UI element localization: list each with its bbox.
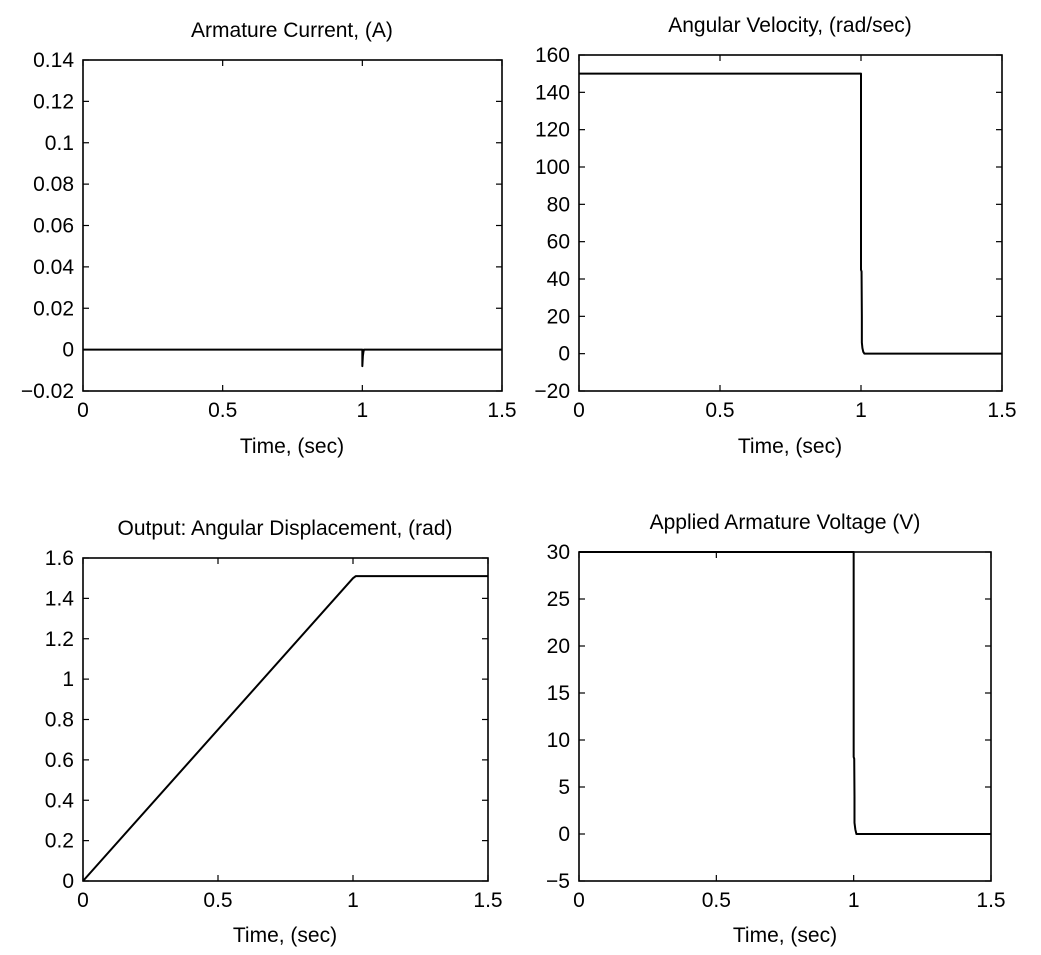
angular-displacement-ytick-label: 1.2 xyxy=(45,628,74,651)
armature-voltage-ytick-label: 25 xyxy=(547,588,570,611)
armature-current-xtick-label: 1 xyxy=(356,399,368,422)
angular-velocity-ytick-label: −20 xyxy=(534,380,570,403)
angular-displacement-ytick-label: 1.6 xyxy=(45,547,74,570)
angular-velocity-xtick-label: 1.5 xyxy=(987,399,1016,422)
angular-velocity-xtick-label: 0.5 xyxy=(705,399,734,422)
armature-current-xtick-label: 1.5 xyxy=(487,399,516,422)
armature-voltage-ytick-label: 15 xyxy=(547,682,570,705)
armature-voltage-ytick-label: 0 xyxy=(558,823,570,846)
armature-current-ytick-label: 0.04 xyxy=(33,256,74,279)
angular-velocity-xlabel: Time, (sec) xyxy=(738,435,842,458)
angular-velocity-xtick-label: 1 xyxy=(855,399,867,422)
angular-displacement-xtick-label: 0.5 xyxy=(203,889,232,912)
angular-displacement-ytick-label: 1.4 xyxy=(45,587,75,610)
armature-current-subplot: Armature Current, (A) Time, (sec) 0 0.5 1 1… xyxy=(21,19,517,458)
armature-voltage-xtick-label: 0.5 xyxy=(702,889,731,912)
angular-displacement-ytick-label: 0.6 xyxy=(45,749,74,772)
armature-voltage-series-line xyxy=(579,551,991,835)
angular-velocity-ytick-label: 60 xyxy=(547,231,570,254)
angular-displacement-axes-box xyxy=(82,557,489,882)
angular-displacement-subplot: Output: Angular Displacement, (rad) Time… xyxy=(45,517,503,947)
armature-current-ytick-label: 0.12 xyxy=(33,90,74,113)
armature-current-ytick-label: 0.14 xyxy=(33,49,74,72)
angular-velocity-ytick-label: 140 xyxy=(535,81,570,104)
armature-current-xlabel: Time, (sec) xyxy=(240,435,344,458)
armature-current-ytick-label: 0.06 xyxy=(33,215,74,238)
armature-current-series-line xyxy=(83,348,502,368)
angular-velocity-ytick-label: 0 xyxy=(558,343,570,366)
angular-displacement-xlabel: Time, (sec) xyxy=(233,924,337,947)
angular-velocity-ytick-label: 20 xyxy=(547,305,570,328)
angular-velocity-ytick-label: 160 xyxy=(535,44,570,67)
armature-voltage-subplot: Applied Armature Voltage (V) Time, (sec)… xyxy=(546,511,1006,947)
armature-current-ytick-label: 0 xyxy=(62,339,74,362)
armature-voltage-ytick-label: 10 xyxy=(547,729,570,752)
angular-velocity-subplot: Angular Velocity, (rad/sec) Time, (sec) … xyxy=(534,14,1016,458)
armature-voltage-ytick-label: 20 xyxy=(547,635,570,658)
angular-displacement-ytick-label: 0 xyxy=(62,870,74,893)
armature-current-axes-box xyxy=(82,59,503,392)
armature-voltage-axes-box xyxy=(578,551,992,882)
angular-displacement-ytick-label: 1 xyxy=(62,668,74,691)
angular-velocity-ytick-label: 80 xyxy=(547,193,570,216)
angular-velocity-axes-box xyxy=(578,54,1003,392)
armature-current-ytick-label: 0.08 xyxy=(33,173,74,196)
armature-current-xtick-label: 0 xyxy=(77,399,89,422)
angular-displacement-xtick-label: 1 xyxy=(347,889,359,912)
angular-velocity-title: Angular Velocity, (rad/sec) xyxy=(668,14,912,37)
armature-voltage-ytick-label: 5 xyxy=(558,776,570,799)
angular-displacement-ytick-label: 0.4 xyxy=(45,789,75,812)
angular-displacement-ytick-label: 0.8 xyxy=(45,709,74,732)
angular-velocity-ytick-label: 100 xyxy=(535,156,570,179)
armature-voltage-xtick-label: 1 xyxy=(848,889,860,912)
angular-displacement-ytick-label: 0.2 xyxy=(45,830,74,853)
angular-displacement-xtick-label: 0 xyxy=(77,889,89,912)
armature-voltage-xtick-label: 1.5 xyxy=(976,889,1005,912)
armature-voltage-xlabel: Time, (sec) xyxy=(733,924,837,947)
armature-current-ytick-label: 0.02 xyxy=(33,297,74,320)
armature-current-ytick-label: 0.1 xyxy=(45,132,74,155)
armature-current-xtick-label: 0.5 xyxy=(208,399,237,422)
armature-current-ytick-label: −0.02 xyxy=(21,380,74,403)
angular-velocity-ytick-label: 40 xyxy=(547,268,570,291)
angular-velocity-ytick-label: 120 xyxy=(535,119,570,142)
armature-current-title: Armature Current, (A) xyxy=(191,19,393,42)
angular-displacement-series-line xyxy=(82,575,488,882)
armature-voltage-ytick-label: 30 xyxy=(547,541,570,564)
angular-displacement-title: Output: Angular Displacement, (rad) xyxy=(118,517,453,540)
armature-voltage-ytick-label: −5 xyxy=(546,870,570,893)
angular-velocity-xtick-label: 0 xyxy=(573,399,585,422)
armature-voltage-xtick-label: 0 xyxy=(573,889,585,912)
armature-voltage-title: Applied Armature Voltage (V) xyxy=(650,511,921,534)
angular-velocity-series-line xyxy=(579,72,1002,355)
angular-displacement-xtick-label: 1.5 xyxy=(473,889,502,912)
